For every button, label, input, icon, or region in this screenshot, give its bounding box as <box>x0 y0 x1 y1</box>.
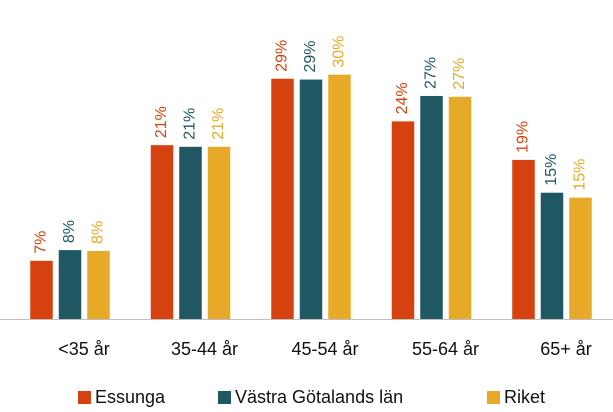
bar <box>569 197 592 319</box>
bar <box>271 78 294 320</box>
legend-label: Essunga <box>95 387 166 407</box>
x-tick-label: 55-64 år <box>412 339 479 359</box>
value-label: 19% <box>515 121 532 153</box>
legend-label: Västra Götalands län <box>235 387 403 407</box>
bar <box>391 121 415 319</box>
value-label: 27% <box>451 58 468 90</box>
legend-swatch <box>78 391 91 404</box>
value-label: 27% <box>423 57 440 89</box>
bar <box>512 159 535 319</box>
x-tick-label: 35-44 år <box>171 339 238 359</box>
value-label: 15% <box>572 159 589 191</box>
value-label: 8% <box>61 220 78 243</box>
x-tick-label: 45-54 år <box>291 339 358 359</box>
value-label: 21% <box>182 108 199 140</box>
bar <box>207 146 231 319</box>
bar <box>328 74 351 319</box>
legend-label: Riket <box>504 387 545 407</box>
value-label: 24% <box>394 82 411 114</box>
value-label: 29% <box>274 40 291 72</box>
bar <box>150 145 174 319</box>
bar <box>179 146 202 319</box>
bar <box>448 96 472 319</box>
value-label: 29% <box>302 41 319 73</box>
bar <box>87 250 110 319</box>
value-label: 30% <box>331 36 348 68</box>
bar <box>299 79 323 319</box>
legend-swatch <box>218 391 231 404</box>
bar <box>30 260 53 319</box>
value-label: 7% <box>33 231 50 254</box>
bar <box>58 250 82 319</box>
bar <box>420 95 443 320</box>
x-tick-label: <35 år <box>58 339 110 359</box>
value-label: 21% <box>210 108 227 140</box>
value-label: 15% <box>543 154 560 186</box>
value-label: 8% <box>90 221 107 244</box>
value-label: 21% <box>153 106 170 138</box>
x-tick-label: 65+ år <box>540 339 592 359</box>
legend-swatch <box>487 391 500 404</box>
bar <box>540 192 564 319</box>
